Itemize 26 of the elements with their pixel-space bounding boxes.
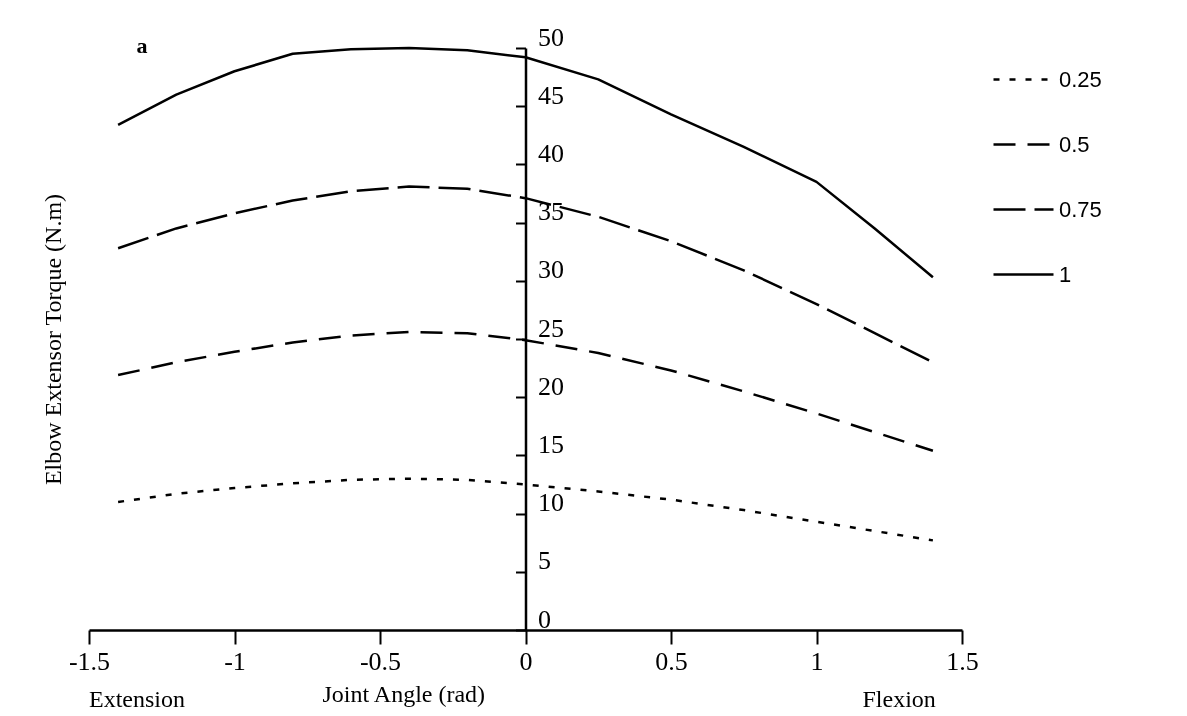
x-tick-label: -1	[224, 646, 246, 676]
y-tick-label: 25	[538, 313, 564, 343]
y-tick-label: 40	[538, 138, 564, 168]
legend-label: 0.75	[1059, 196, 1102, 222]
legend-label: 0.5	[1059, 131, 1090, 157]
y-tick-label: 30	[538, 255, 564, 285]
y-axis-title: Elbow Extensor Torque (N.m)	[39, 193, 66, 486]
x-tick-label: -1.5	[68, 646, 111, 676]
x-axis-title: Joint Angle (rad)	[322, 680, 486, 707]
annotation: a	[136, 33, 148, 58]
text: Flexion	[862, 686, 936, 712]
legend-label: 1	[1059, 261, 1072, 287]
y-tick-label: 50	[538, 22, 564, 52]
y-tick-label: 10	[538, 488, 564, 518]
y-tick-label: 45	[538, 80, 564, 110]
y-tick-label: 15	[538, 429, 564, 459]
x-tick-label: 0.5	[655, 646, 688, 676]
x-tick-label: 1	[810, 646, 824, 676]
x-tick-label: 1.5	[946, 646, 979, 676]
text: Extension	[89, 686, 185, 712]
y-tick-label: 5	[538, 546, 551, 576]
legend-label: 0.25	[1059, 66, 1102, 92]
y-tick-label: 0	[538, 604, 551, 634]
x-tick-label: -0.5	[359, 646, 402, 676]
y-tick-label: 20	[538, 371, 564, 401]
y-tick-label: 35	[538, 197, 564, 227]
